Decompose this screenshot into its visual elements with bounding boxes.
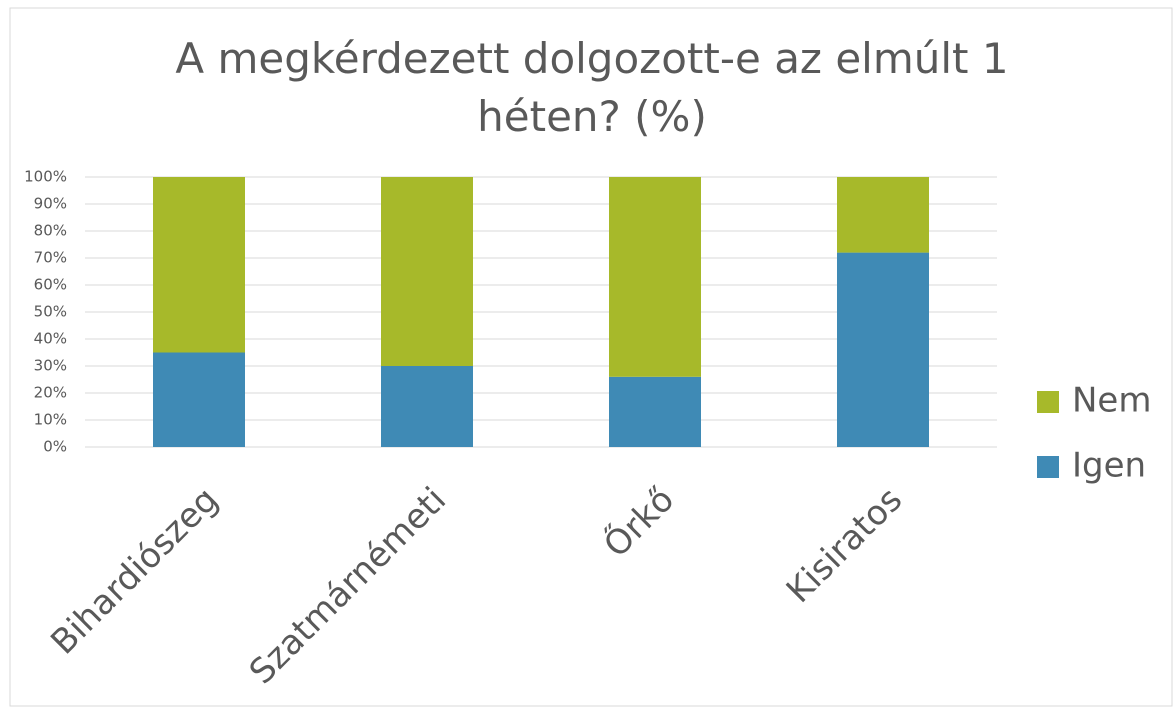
y-tick-label: 40% bbox=[34, 330, 67, 348]
legend-swatch bbox=[1037, 456, 1059, 478]
y-tick-label: 30% bbox=[34, 357, 67, 375]
bar-segment bbox=[381, 366, 473, 447]
bar-segment bbox=[609, 376, 701, 447]
legend-swatch bbox=[1037, 391, 1059, 413]
chart-border bbox=[9, 7, 1173, 707]
legend-label: Nem bbox=[1072, 381, 1151, 421]
y-tick-label: 100% bbox=[24, 168, 67, 186]
bar-segment bbox=[837, 177, 929, 253]
y-tick-label: 90% bbox=[34, 195, 67, 213]
y-tick-label: 60% bbox=[34, 276, 67, 294]
y-tick-label: 80% bbox=[34, 222, 67, 240]
bar-segment bbox=[381, 177, 473, 366]
legend-label: Igen bbox=[1072, 446, 1146, 486]
bar-segment bbox=[153, 177, 245, 353]
x-tick-label: Szatmárnémeti bbox=[242, 480, 454, 692]
x-tick-label: Bihardiószeg bbox=[43, 480, 226, 663]
y-tick-label: 20% bbox=[34, 384, 67, 402]
bar-segment bbox=[153, 352, 245, 447]
x-tick-label: Őrkő bbox=[596, 479, 682, 565]
bar-segment bbox=[609, 177, 701, 377]
x-tick-label: Kisiratos bbox=[779, 480, 910, 611]
y-tick-label: 70% bbox=[34, 249, 67, 267]
y-tick-label: 0% bbox=[43, 438, 67, 456]
y-tick-label: 10% bbox=[34, 411, 67, 429]
y-tick-label: 50% bbox=[34, 303, 67, 321]
bar-segment bbox=[837, 252, 929, 447]
chart-title: A megkérdezett dolgozott-e az elmúlt 1 h… bbox=[175, 34, 1009, 141]
